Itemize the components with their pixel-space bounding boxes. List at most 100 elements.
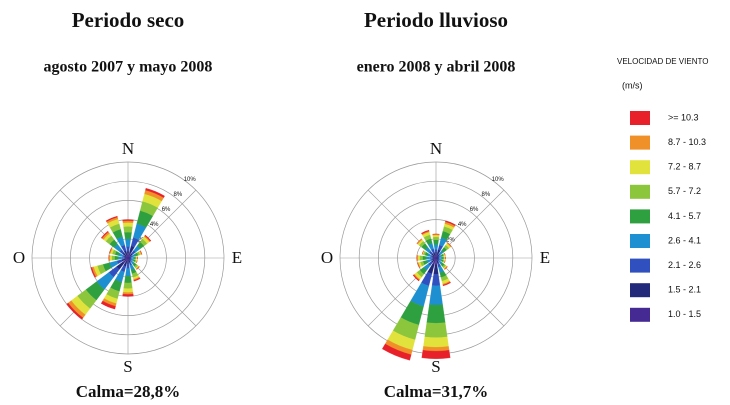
petal-segment — [441, 256, 444, 260]
petal-segment — [417, 255, 421, 261]
petal-segment — [144, 234, 152, 242]
compass-label: S — [431, 357, 440, 376]
petal-segment — [125, 238, 131, 247]
petal-segment — [431, 273, 441, 286]
petal-segment — [66, 302, 84, 320]
ring-label: 8% — [174, 192, 183, 198]
legend-unit: (m/s) — [622, 80, 643, 90]
legend-label: 1.5 - 2.1 — [668, 285, 701, 295]
petal-segment — [422, 255, 427, 261]
petal-segment — [123, 282, 133, 289]
petal-segment — [90, 267, 96, 278]
petal-segment — [133, 277, 141, 282]
legend-swatch — [630, 283, 650, 298]
spoke — [435, 257, 505, 327]
petal-segment — [417, 262, 420, 268]
petal-segment — [416, 238, 422, 244]
compass-label: N — [122, 139, 134, 158]
ring-label: 6% — [162, 207, 171, 213]
legend-swatch — [630, 307, 650, 322]
legend-swatch — [630, 209, 650, 224]
chart-title: Periodo lluvioso — [364, 8, 508, 32]
spoke — [127, 257, 197, 327]
petal-segment — [118, 256, 123, 260]
ring-label: 4% — [458, 222, 467, 228]
legend-swatch — [630, 234, 650, 248]
ring — [31, 161, 225, 355]
chart-subtitle: enero 2008 y abril 2008 — [357, 59, 516, 76]
legend-label: 5.7 - 7.2 — [668, 186, 701, 196]
legend-label: 7.2 - 8.7 — [668, 162, 701, 172]
chart-title: Periodo seco — [72, 8, 185, 32]
petal-segment — [124, 257, 127, 259]
petal-segment — [432, 234, 440, 238]
ring-label: 10% — [184, 177, 197, 183]
legend-label: 4.1 - 5.7 — [668, 211, 701, 221]
petal-segment — [127, 260, 129, 264]
legend-label: 8.7 - 10.3 — [668, 137, 706, 147]
ring-label: 4% — [150, 222, 159, 228]
petal-segment — [125, 268, 131, 277]
legend-swatch — [630, 160, 650, 175]
petal-segment — [126, 251, 130, 256]
petal-segment — [131, 257, 134, 259]
petal-segment — [122, 257, 125, 259]
petal-segment — [126, 246, 130, 252]
petal-segment — [133, 256, 136, 260]
petal-segment — [126, 263, 130, 269]
legend-title: VELOCIDAD DE VIENTO — [617, 57, 708, 66]
petal-segment — [100, 300, 116, 310]
petal-segment — [432, 236, 440, 241]
compass-label: O — [13, 248, 25, 267]
petal-segment — [424, 322, 448, 338]
petal-segment — [122, 220, 134, 224]
petal-segment — [412, 274, 420, 282]
petal-segment — [122, 292, 134, 295]
legend-label: 2.6 - 4.1 — [668, 235, 701, 245]
petal-segment — [122, 222, 134, 227]
petal-segment — [111, 255, 115, 261]
petal-segment — [124, 275, 132, 284]
petal-segment — [426, 256, 431, 260]
petal-segment — [109, 255, 113, 261]
ring-label: 8% — [482, 192, 491, 198]
petal-segment — [421, 229, 430, 235]
legend-label: 1.0 - 1.5 — [668, 309, 701, 319]
compass-label: S — [123, 357, 132, 376]
petal-segment — [444, 266, 448, 270]
chart-subtitle: agosto 2007 y mayo 2008 — [44, 59, 213, 76]
legend-swatch — [630, 184, 650, 199]
petal-segment — [145, 188, 165, 198]
petal-segment — [114, 255, 119, 261]
ring-label: 10% — [492, 177, 505, 183]
petal-segment — [434, 249, 438, 253]
legend-label: 2.1 - 2.6 — [668, 260, 701, 270]
calm-label: Calma=31,7% — [384, 382, 489, 401]
petal-segment — [432, 257, 435, 259]
legend-label: >= 10.3 — [668, 112, 699, 122]
petal-segment — [122, 293, 134, 297]
petal-segment — [105, 215, 118, 222]
compass-label: O — [321, 248, 333, 267]
ring-label: 2% — [446, 237, 455, 243]
legend-swatch — [630, 258, 650, 273]
petal-segment — [433, 264, 439, 275]
compass-label: N — [430, 139, 442, 158]
petal-segment — [124, 231, 132, 240]
petal-segment — [442, 281, 451, 287]
petal-segment — [435, 252, 437, 256]
petal-segment — [100, 230, 109, 239]
petal-segment — [122, 219, 134, 222]
petal-segment — [433, 239, 439, 245]
petal-segment — [419, 255, 423, 261]
ring — [70, 200, 186, 316]
petal-segment — [433, 244, 439, 250]
petal-segment — [421, 350, 451, 359]
compass-label: E — [232, 248, 242, 267]
legend-swatch — [630, 135, 650, 150]
compass-label: E — [540, 248, 550, 267]
petal-segment — [122, 288, 134, 293]
petal-segment — [423, 336, 449, 348]
legend-swatch — [630, 111, 650, 125]
